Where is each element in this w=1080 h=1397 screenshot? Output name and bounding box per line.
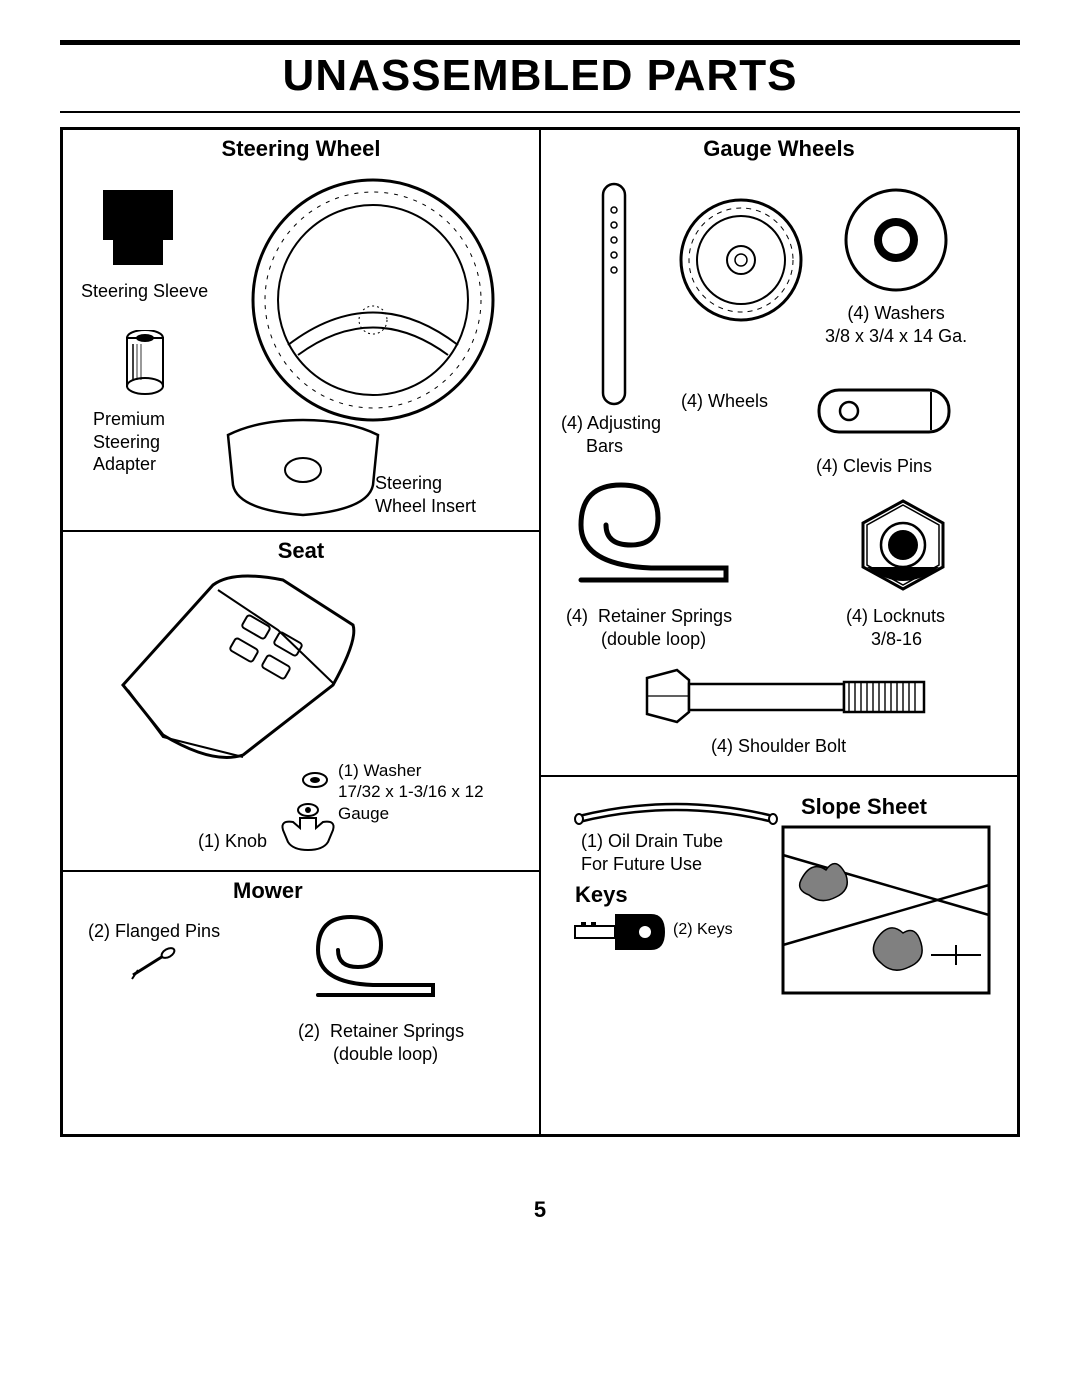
seat-washer-label: (1) Washer 17/32 x 1-3/16 x 12 Gauge xyxy=(338,760,484,824)
left-column: Steering Wheel Steering Sleeve Premium S… xyxy=(63,130,541,1134)
top-rule-thin xyxy=(60,111,1020,113)
gauge-spring-icon xyxy=(566,470,736,600)
clevis-pin-icon xyxy=(811,370,961,450)
slope-title: Slope Sheet xyxy=(801,788,927,826)
steering-adapter-icon xyxy=(123,330,167,400)
drain-tube-icon xyxy=(571,788,781,828)
locknut-icon xyxy=(851,495,956,600)
steering-sleeve-label: Steering Sleeve xyxy=(81,280,208,303)
washer-label: (4) Washers 3/8 x 3/4 x 14 Ga. xyxy=(825,302,967,347)
wheel-icon xyxy=(676,195,806,325)
seat-knob-icon xyxy=(278,800,338,855)
gauge-wheels-title: Gauge Wheels xyxy=(541,130,1017,168)
keys-label: (2) Keys xyxy=(673,920,733,940)
steering-adapter-label: Premium Steering Adapter xyxy=(93,408,165,476)
keys-title: Keys xyxy=(575,876,628,914)
page-title: UNASSEMBLED PARTS xyxy=(60,45,1020,111)
mower-flanged-label: (2) Flanged Pins xyxy=(88,920,220,943)
seat-washer-icon xyxy=(301,770,329,790)
gauge-divider xyxy=(541,775,1017,777)
flanged-pin-icon xyxy=(128,945,178,985)
bolt-label: (4) Shoulder Bolt xyxy=(711,735,846,758)
key-icon xyxy=(573,910,668,954)
steering-insert-icon xyxy=(218,415,388,525)
adjusting-bar-label: (4) Adjusting Bars xyxy=(561,412,661,457)
steering-wheel-title: Steering Wheel xyxy=(63,130,539,168)
page-number: 5 xyxy=(60,1197,1020,1223)
seat-knob-label: (1) Knob xyxy=(198,830,267,853)
right-column: Gauge Wheels (4) Adjusting Bars (4) Whee… xyxy=(541,130,1017,1134)
slope-sheet-icon xyxy=(781,825,991,995)
clevis-label: (4) Clevis Pins xyxy=(816,455,932,478)
seat-icon xyxy=(103,565,363,765)
locknut-label: (4) Locknuts 3/8-16 xyxy=(846,605,945,650)
steering-sleeve-icon xyxy=(93,190,183,270)
drain-label: (1) Oil Drain Tube For Future Use xyxy=(581,830,723,875)
gauge-spring-label: (4) Retainer Springs (double loop) xyxy=(566,605,732,650)
shoulder-bolt-icon xyxy=(641,668,931,728)
mower-title: Mower xyxy=(63,872,539,910)
parts-box: Steering Wheel Steering Sleeve Premium S… xyxy=(60,127,1020,1137)
mower-spring-icon xyxy=(303,905,443,1015)
wheel-label: (4) Wheels xyxy=(681,390,768,413)
washer-icon xyxy=(841,185,951,295)
adjusting-bar-icon xyxy=(591,180,637,410)
steering-insert-label: Steering Wheel Insert xyxy=(375,472,476,517)
steering-wheel-icon xyxy=(243,170,503,430)
mower-spring-label: (2) Retainer Springs (double loop) xyxy=(298,1020,464,1065)
